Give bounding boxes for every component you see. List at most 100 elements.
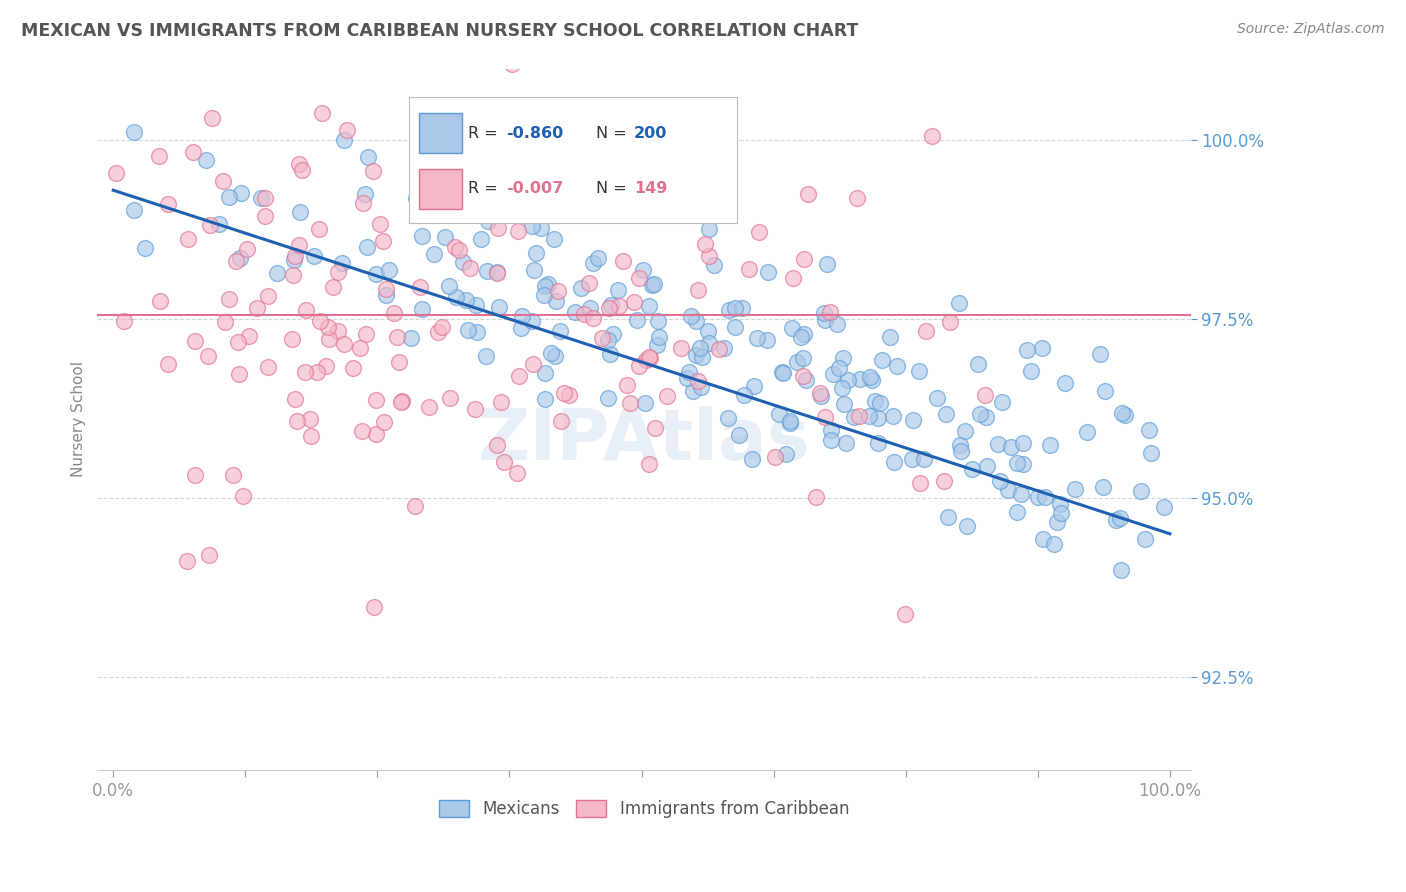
Point <box>326 265 349 279</box>
Point <box>257 360 280 375</box>
Point <box>697 325 720 339</box>
Point <box>553 207 575 221</box>
Point <box>533 288 555 302</box>
Point <box>422 196 444 211</box>
Point <box>226 334 249 349</box>
Point <box>1005 506 1028 520</box>
Point <box>598 391 620 405</box>
Point <box>724 320 747 334</box>
Point <box>628 271 651 285</box>
Point <box>616 377 638 392</box>
Point <box>693 204 716 219</box>
Point <box>815 257 838 271</box>
Point <box>1000 441 1022 455</box>
Point <box>470 232 492 246</box>
Point <box>356 240 378 254</box>
Point <box>432 320 454 334</box>
Point <box>914 452 936 467</box>
Point <box>1017 343 1039 357</box>
Point <box>510 309 533 323</box>
Point <box>733 388 755 402</box>
Point <box>796 187 818 202</box>
Point <box>458 261 481 276</box>
Point <box>834 435 856 450</box>
Point <box>105 166 128 180</box>
Point <box>485 438 508 452</box>
Point <box>287 157 309 171</box>
Point <box>333 337 356 351</box>
Point <box>1031 341 1053 355</box>
Point <box>305 366 328 380</box>
Point <box>1019 364 1042 378</box>
Point <box>498 190 520 204</box>
Point <box>697 335 720 350</box>
Point <box>578 277 600 291</box>
Point <box>793 326 815 341</box>
Point <box>1039 438 1062 452</box>
Point <box>582 256 605 270</box>
Point <box>834 397 856 411</box>
Point <box>1012 457 1035 471</box>
Point <box>197 349 219 363</box>
Point <box>669 341 692 355</box>
Point <box>607 299 630 313</box>
Point <box>157 196 180 211</box>
Point <box>489 394 512 409</box>
Point <box>676 371 699 385</box>
Point <box>537 277 560 292</box>
Point <box>232 489 254 503</box>
Point <box>792 369 814 384</box>
Point <box>253 210 276 224</box>
Point <box>932 474 955 488</box>
Point <box>225 253 247 268</box>
Point <box>420 197 443 211</box>
Point <box>352 195 374 210</box>
Point <box>411 228 433 243</box>
Point <box>304 249 326 263</box>
Point <box>522 357 544 371</box>
Point <box>422 247 444 261</box>
Point <box>318 320 340 334</box>
Point <box>901 451 924 466</box>
Point <box>1129 484 1152 499</box>
Point <box>184 334 207 349</box>
Point <box>485 265 508 279</box>
Point <box>756 333 779 347</box>
Point <box>1094 384 1116 398</box>
Point <box>214 315 236 329</box>
Point <box>399 331 422 345</box>
Point <box>685 314 707 328</box>
Point <box>508 369 530 384</box>
Point <box>779 416 801 430</box>
Point <box>1109 510 1132 524</box>
Point <box>311 105 333 120</box>
Point <box>686 374 709 388</box>
Point <box>382 306 405 320</box>
Point <box>718 303 741 318</box>
Point <box>236 242 259 256</box>
Point <box>988 475 1011 489</box>
Point <box>645 338 668 352</box>
Point <box>820 305 842 319</box>
Point <box>411 302 433 317</box>
Point <box>494 455 516 469</box>
Point <box>883 455 905 469</box>
Point <box>465 325 488 339</box>
Point <box>308 314 330 328</box>
Point <box>599 347 621 361</box>
Point <box>218 190 240 204</box>
Point <box>689 341 711 355</box>
Point <box>439 279 461 293</box>
Point <box>569 281 592 295</box>
Point <box>228 367 250 381</box>
Point <box>870 352 893 367</box>
Point <box>869 396 891 410</box>
Point <box>820 433 842 447</box>
Point <box>637 350 659 364</box>
Point <box>354 187 377 202</box>
Point <box>457 323 479 337</box>
Point <box>600 298 623 312</box>
Point <box>882 409 904 424</box>
Point <box>925 391 948 405</box>
Point <box>775 447 797 461</box>
